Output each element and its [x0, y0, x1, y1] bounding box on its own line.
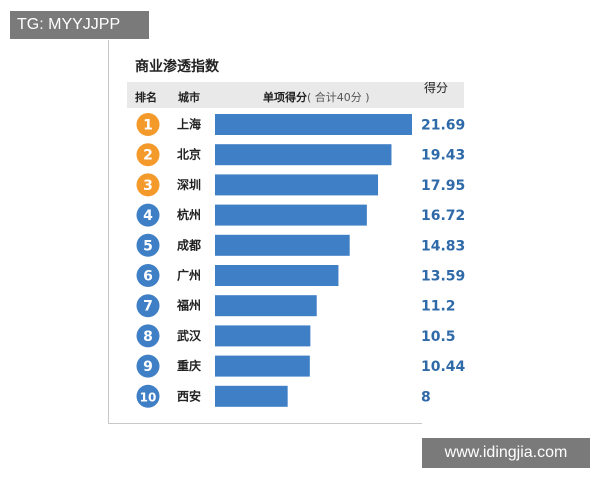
rank-circle [136, 233, 160, 257]
value-label: 10.44 [421, 359, 466, 375]
bar [215, 234, 350, 256]
rank-circle [136, 173, 160, 197]
top-watermark: TG: MYYJJPP [10, 11, 149, 39]
rank-circle [136, 324, 160, 348]
rank-circle [136, 384, 160, 408]
header-value: 得分 [424, 81, 449, 95]
header-score: 单项得分( 合计40分 ) [263, 89, 370, 105]
rank-label: 9 [143, 359, 153, 375]
rank-label: 8 [143, 329, 153, 345]
category-label: 西安 [177, 388, 201, 403]
bottom-watermark: www.idingjia.com [422, 438, 590, 468]
rank-circle [136, 354, 160, 378]
category-label: 广州 [177, 268, 201, 283]
category-label: 成都 [177, 237, 201, 252]
bar [215, 114, 412, 135]
rank-label: 1 [143, 118, 153, 134]
rank-circle [136, 203, 160, 227]
rank-label: 6 [143, 269, 153, 285]
category-label: 福州 [176, 298, 201, 313]
bar [215, 325, 311, 347]
bar [215, 265, 339, 286]
value-label: 8 [421, 389, 431, 405]
bar [215, 385, 288, 407]
rank-circle [136, 143, 160, 167]
value-label: 19.43 [421, 148, 465, 164]
value-label: 16.72 [421, 208, 465, 224]
category-label: 重庆 [177, 358, 201, 373]
header-rank: 排名 [135, 91, 157, 104]
value-label: 14.83 [421, 238, 465, 254]
bar [215, 204, 367, 226]
category-label: 深圳 [177, 177, 201, 192]
rank-label: 5 [143, 238, 153, 254]
frame-bottom-border [108, 423, 422, 424]
category-label: 杭州 [177, 207, 201, 222]
value-label: 17.95 [421, 178, 465, 194]
header-city: 城市 [178, 91, 200, 104]
rank-label: 2 [143, 148, 153, 164]
value-label: 13.59 [421, 269, 465, 285]
bar [215, 174, 379, 196]
header-score-note: ( 合计40分 ) [307, 91, 370, 104]
category-label: 北京 [177, 147, 201, 162]
rank-circle [136, 113, 160, 136]
rank-label: 7 [143, 299, 153, 315]
bar [215, 295, 317, 317]
bar [215, 144, 392, 166]
category-label: 武汉 [177, 328, 202, 343]
table-header-bar [127, 82, 464, 108]
value-label: 11.2 [421, 299, 456, 315]
category-label: 上海 [177, 117, 201, 132]
chart-title: 商业渗透指数 [135, 59, 219, 75]
frame-left-border [108, 40, 109, 424]
rank-label: 3 [143, 178, 153, 194]
rank-circle [136, 264, 160, 287]
value-label: 21.69 [421, 118, 465, 134]
bar [215, 355, 310, 377]
header-score-label: 单项得分 [263, 91, 307, 104]
value-label: 10.5 [421, 329, 456, 345]
rank-label: 4 [143, 208, 153, 224]
rank-circle [136, 294, 160, 318]
rank-label: 10 [140, 390, 157, 404]
